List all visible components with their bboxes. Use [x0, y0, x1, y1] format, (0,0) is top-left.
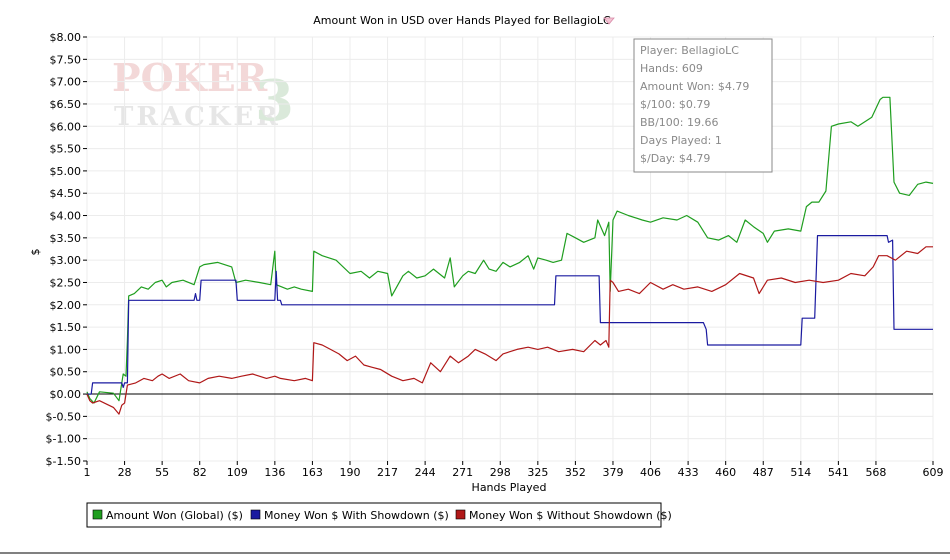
- y-tick-label: $0.50: [50, 366, 82, 379]
- legend-label-with-showdown: Money Won $ With Showdown ($): [264, 509, 449, 522]
- x-axis-label: Hands Played: [472, 481, 547, 494]
- player-stats-box: Player: BellagioLC Hands: 609 Amount Won…: [633, 38, 773, 173]
- x-tick-label: 1: [84, 466, 91, 479]
- x-tick-label: 406: [640, 466, 661, 479]
- y-tick-label: $6.00: [50, 120, 82, 133]
- y-tick-label: $4.50: [50, 187, 82, 200]
- stats-amount-won: Amount Won: $4.79: [640, 80, 749, 93]
- stats-box-frame: [633, 38, 773, 173]
- y-tick-label: $-0.50: [46, 410, 81, 423]
- x-tick-label: 136: [264, 466, 285, 479]
- legend-item-without-showdown: Money Won $ Without Showdown ($): [455, 509, 672, 522]
- x-tick-label: 487: [753, 466, 774, 479]
- x-tick-label: 298: [490, 466, 511, 479]
- y-tick-label: $2.00: [50, 299, 82, 312]
- x-tick-label: 609: [923, 466, 944, 479]
- y-tick-label: $7.00: [50, 76, 82, 89]
- legend-item-with-showdown: Money Won $ With Showdown ($): [250, 509, 449, 522]
- x-axis-ticks: 1 28 55 82 109 136 163 190 217 244 271 298 325 352 379…: [84, 461, 944, 479]
- series-lines: [86, 96, 934, 415]
- y-tick-label: $5.00: [50, 165, 82, 178]
- watermark-line1: POKER: [112, 55, 268, 100]
- plot-area: [86, 36, 934, 462]
- x-tick-label: 271: [452, 466, 473, 479]
- legend-frame: [86, 502, 662, 528]
- y-tick-label: $3.50: [50, 232, 82, 245]
- y-tick-label: $6.50: [50, 98, 82, 111]
- chart-title: Amount Won in USD over Hands Played for …: [313, 14, 611, 27]
- stats-player: Player: BellagioLC: [640, 44, 739, 57]
- legend-item-amount-won-global: Amount Won (Global) ($): [92, 509, 243, 522]
- title-heart-icon: [603, 17, 615, 25]
- y-axis-label: $: [29, 249, 42, 256]
- x-tick-label: 190: [339, 466, 360, 479]
- legend-swatch-green: [92, 509, 103, 520]
- x-tick-label: 28: [118, 466, 132, 479]
- x-tick-label: 514: [790, 466, 811, 479]
- x-tick-label: 568: [865, 466, 886, 479]
- stats-bb-per-100: BB/100: 19.66: [640, 116, 719, 129]
- y-tick-label: $0.00: [50, 388, 82, 401]
- y-tick-label: $-1.00: [46, 433, 81, 446]
- x-tick-label: 109: [227, 466, 248, 479]
- legend-label-without-showdown: Money Won $ Without Showdown ($): [469, 509, 672, 522]
- x-tick-label: 217: [377, 466, 398, 479]
- stats-dollars-per-100: $/100: $0.79: [640, 98, 710, 111]
- series-with-showdown-line: [87, 235, 933, 395]
- x-tick-label: 379: [602, 466, 623, 479]
- pokertracker-watermark-logo: POKER TRACKER 3: [112, 55, 294, 134]
- x-tick-label: 460: [715, 466, 736, 479]
- x-tick-label: 55: [155, 466, 169, 479]
- y-tick-label: $-1.50: [46, 455, 81, 468]
- y-tick-label: $7.50: [50, 53, 82, 66]
- x-tick-label: 433: [678, 466, 699, 479]
- chart-legend: Amount Won (Global) ($) Money Won $ With…: [86, 502, 672, 528]
- stats-dollars-per-day: $/Day: $4.79: [640, 152, 710, 165]
- stats-hands: Hands: 609: [640, 62, 703, 75]
- y-tick-label: $1.50: [50, 321, 82, 334]
- series-amount-won-global-line: [86, 96, 934, 404]
- y-tick-label: $5.50: [50, 143, 82, 156]
- x-tick-label: 244: [415, 466, 436, 479]
- legend-swatch-blue: [250, 509, 261, 520]
- y-tick-label: $8.00: [50, 31, 82, 44]
- y-tick-label: $4.00: [50, 210, 82, 223]
- y-tick-label: $1.00: [50, 343, 82, 356]
- watermark-line2: TRACKER: [114, 102, 281, 132]
- x-tick-label: 352: [565, 466, 586, 479]
- legend-swatch-red: [455, 509, 466, 520]
- x-tick-label: 541: [828, 466, 849, 479]
- y-tick-label: $3.00: [50, 254, 82, 267]
- x-tick-label: 163: [302, 466, 323, 479]
- y-axis-ticks: $8.00 $7.50 $7.00 $6.50 $6.00 $5.50 $5.00 $4.50…: [46, 31, 87, 468]
- stats-days-played: Days Played: 1: [640, 134, 722, 147]
- legend-label-amount-won-global: Amount Won (Global) ($): [106, 509, 243, 522]
- series-without-showdown-line: [86, 246, 933, 415]
- y-tick-label: $2.50: [50, 276, 82, 289]
- x-tick-label: 325: [527, 466, 548, 479]
- x-tick-label: 82: [193, 466, 207, 479]
